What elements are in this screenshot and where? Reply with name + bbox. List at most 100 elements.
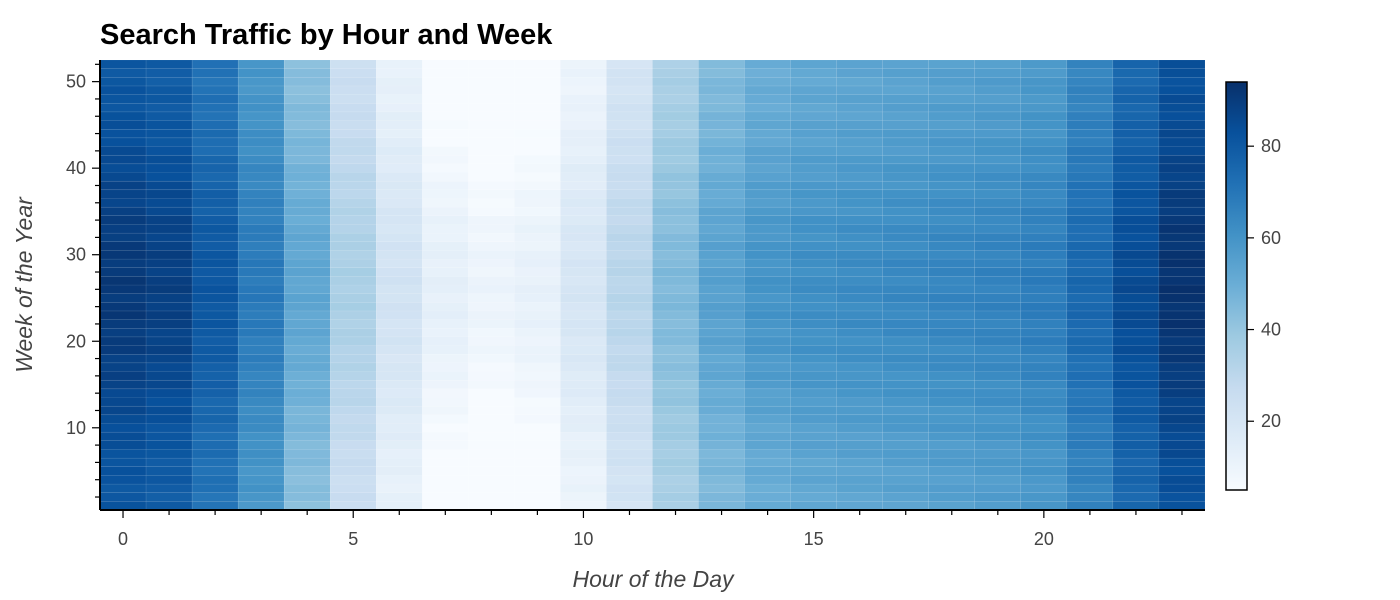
heatmap-cell (191, 345, 239, 355)
heatmap-cell (1112, 293, 1160, 303)
heatmap-cell (698, 258, 745, 268)
heatmap-cell (790, 328, 837, 338)
heatmap-cell (329, 77, 377, 87)
heatmap-cell (1112, 111, 1160, 121)
heatmap-cell (283, 388, 331, 398)
heatmap-cell (744, 154, 791, 165)
heatmap-cell (882, 215, 929, 225)
heatmap-cell (836, 250, 883, 260)
heatmap-cell (652, 483, 699, 493)
heatmap-cell (744, 431, 791, 442)
heatmap-cell (974, 423, 1022, 433)
heatmap-cell (99, 457, 147, 467)
heatmap-cell (99, 345, 147, 355)
heatmap-cell (836, 180, 883, 191)
heatmap-cell (1158, 423, 1206, 433)
heatmap-cell (376, 457, 423, 467)
heatmap-cell (652, 353, 699, 364)
heatmap-cell (974, 120, 1022, 130)
heatmap-cell (836, 440, 883, 450)
heatmap-cell (560, 362, 607, 372)
heatmap-cell (1158, 414, 1206, 424)
heatmap-cell (376, 310, 423, 320)
heatmap-cell (514, 120, 561, 130)
heatmap-cell (1066, 345, 1114, 355)
heatmap-cell (1158, 258, 1206, 268)
heatmap-cell (836, 232, 883, 242)
heatmap-cell (468, 475, 515, 485)
heatmap-cell (974, 414, 1022, 424)
y-tick-label: 40 (66, 158, 86, 178)
heatmap-cell (422, 172, 469, 182)
heatmap-cell (652, 397, 699, 407)
heatmap-cell (283, 302, 331, 312)
heatmap-cell (744, 215, 791, 225)
heatmap-cell (376, 501, 423, 511)
heatmap-cell (99, 371, 147, 381)
heatmap-cell (652, 77, 699, 87)
heatmap-cell (329, 137, 377, 147)
heatmap-cell (237, 440, 285, 450)
heatmap-cell (606, 353, 653, 364)
heatmap-cell (606, 241, 653, 251)
heatmap-cell (468, 457, 515, 467)
heatmap-cell (928, 172, 976, 182)
heatmap-cell (652, 466, 699, 476)
heatmap-cell (606, 483, 653, 493)
heatmap-cell (514, 302, 561, 312)
heatmap-cell (329, 172, 377, 182)
heatmap-cell (237, 232, 285, 242)
heatmap-cell (560, 94, 607, 104)
heatmap-cell (698, 111, 745, 121)
heatmap-cell (836, 310, 883, 320)
heatmap-cell (790, 475, 837, 485)
heatmap-cell (744, 258, 791, 268)
heatmap-cell (606, 215, 653, 225)
heatmap-cell (191, 457, 239, 467)
heatmap-cell (606, 388, 653, 398)
heatmap-cell (928, 198, 976, 208)
heatmap-cell (790, 215, 837, 225)
heatmap-cell (376, 483, 423, 493)
heatmap-cell (1066, 457, 1114, 467)
heatmap-cell (191, 276, 239, 286)
heatmap-cell (560, 189, 607, 199)
heatmap-cell (514, 267, 561, 277)
heatmap-cell (928, 59, 976, 69)
heatmap-cell (329, 224, 377, 234)
heatmap-cell (422, 492, 469, 502)
heatmap-cell (698, 120, 745, 130)
heatmap-cell (606, 379, 653, 390)
heatmap-cell (1112, 353, 1160, 364)
heatmap-cell (1158, 232, 1206, 242)
heatmap-cell (99, 59, 147, 69)
heatmap-cell (283, 128, 331, 139)
heatmap-cell (514, 466, 561, 476)
heatmap-cell (1158, 180, 1206, 191)
heatmap-cell (698, 371, 745, 381)
heatmap-cell (329, 94, 377, 104)
heatmap-cell (1112, 137, 1160, 147)
heatmap-cell (1020, 206, 1068, 217)
heatmap-cell (376, 423, 423, 433)
heatmap-cell (882, 388, 929, 398)
heatmap-cell (1020, 163, 1068, 173)
heatmap-cell (329, 241, 377, 251)
heatmap-cell (606, 68, 653, 78)
heatmap-cell (237, 345, 285, 355)
heatmap-cell (882, 111, 929, 121)
heatmap-cell (1020, 379, 1068, 390)
heatmap-cell (237, 180, 285, 191)
heatmap-cell (99, 128, 147, 139)
heatmap-cell (514, 154, 561, 165)
heatmap-cell (191, 353, 239, 364)
heatmap-cell (468, 215, 515, 225)
heatmap-cell (882, 431, 929, 442)
heatmap-cell (1066, 371, 1114, 381)
heatmap-cell (882, 353, 929, 364)
heatmap-cell (468, 111, 515, 121)
heatmap-cell (468, 163, 515, 173)
heatmap-cell (1158, 137, 1206, 147)
heatmap-cell (882, 224, 929, 234)
heatmap-cell (468, 501, 515, 511)
